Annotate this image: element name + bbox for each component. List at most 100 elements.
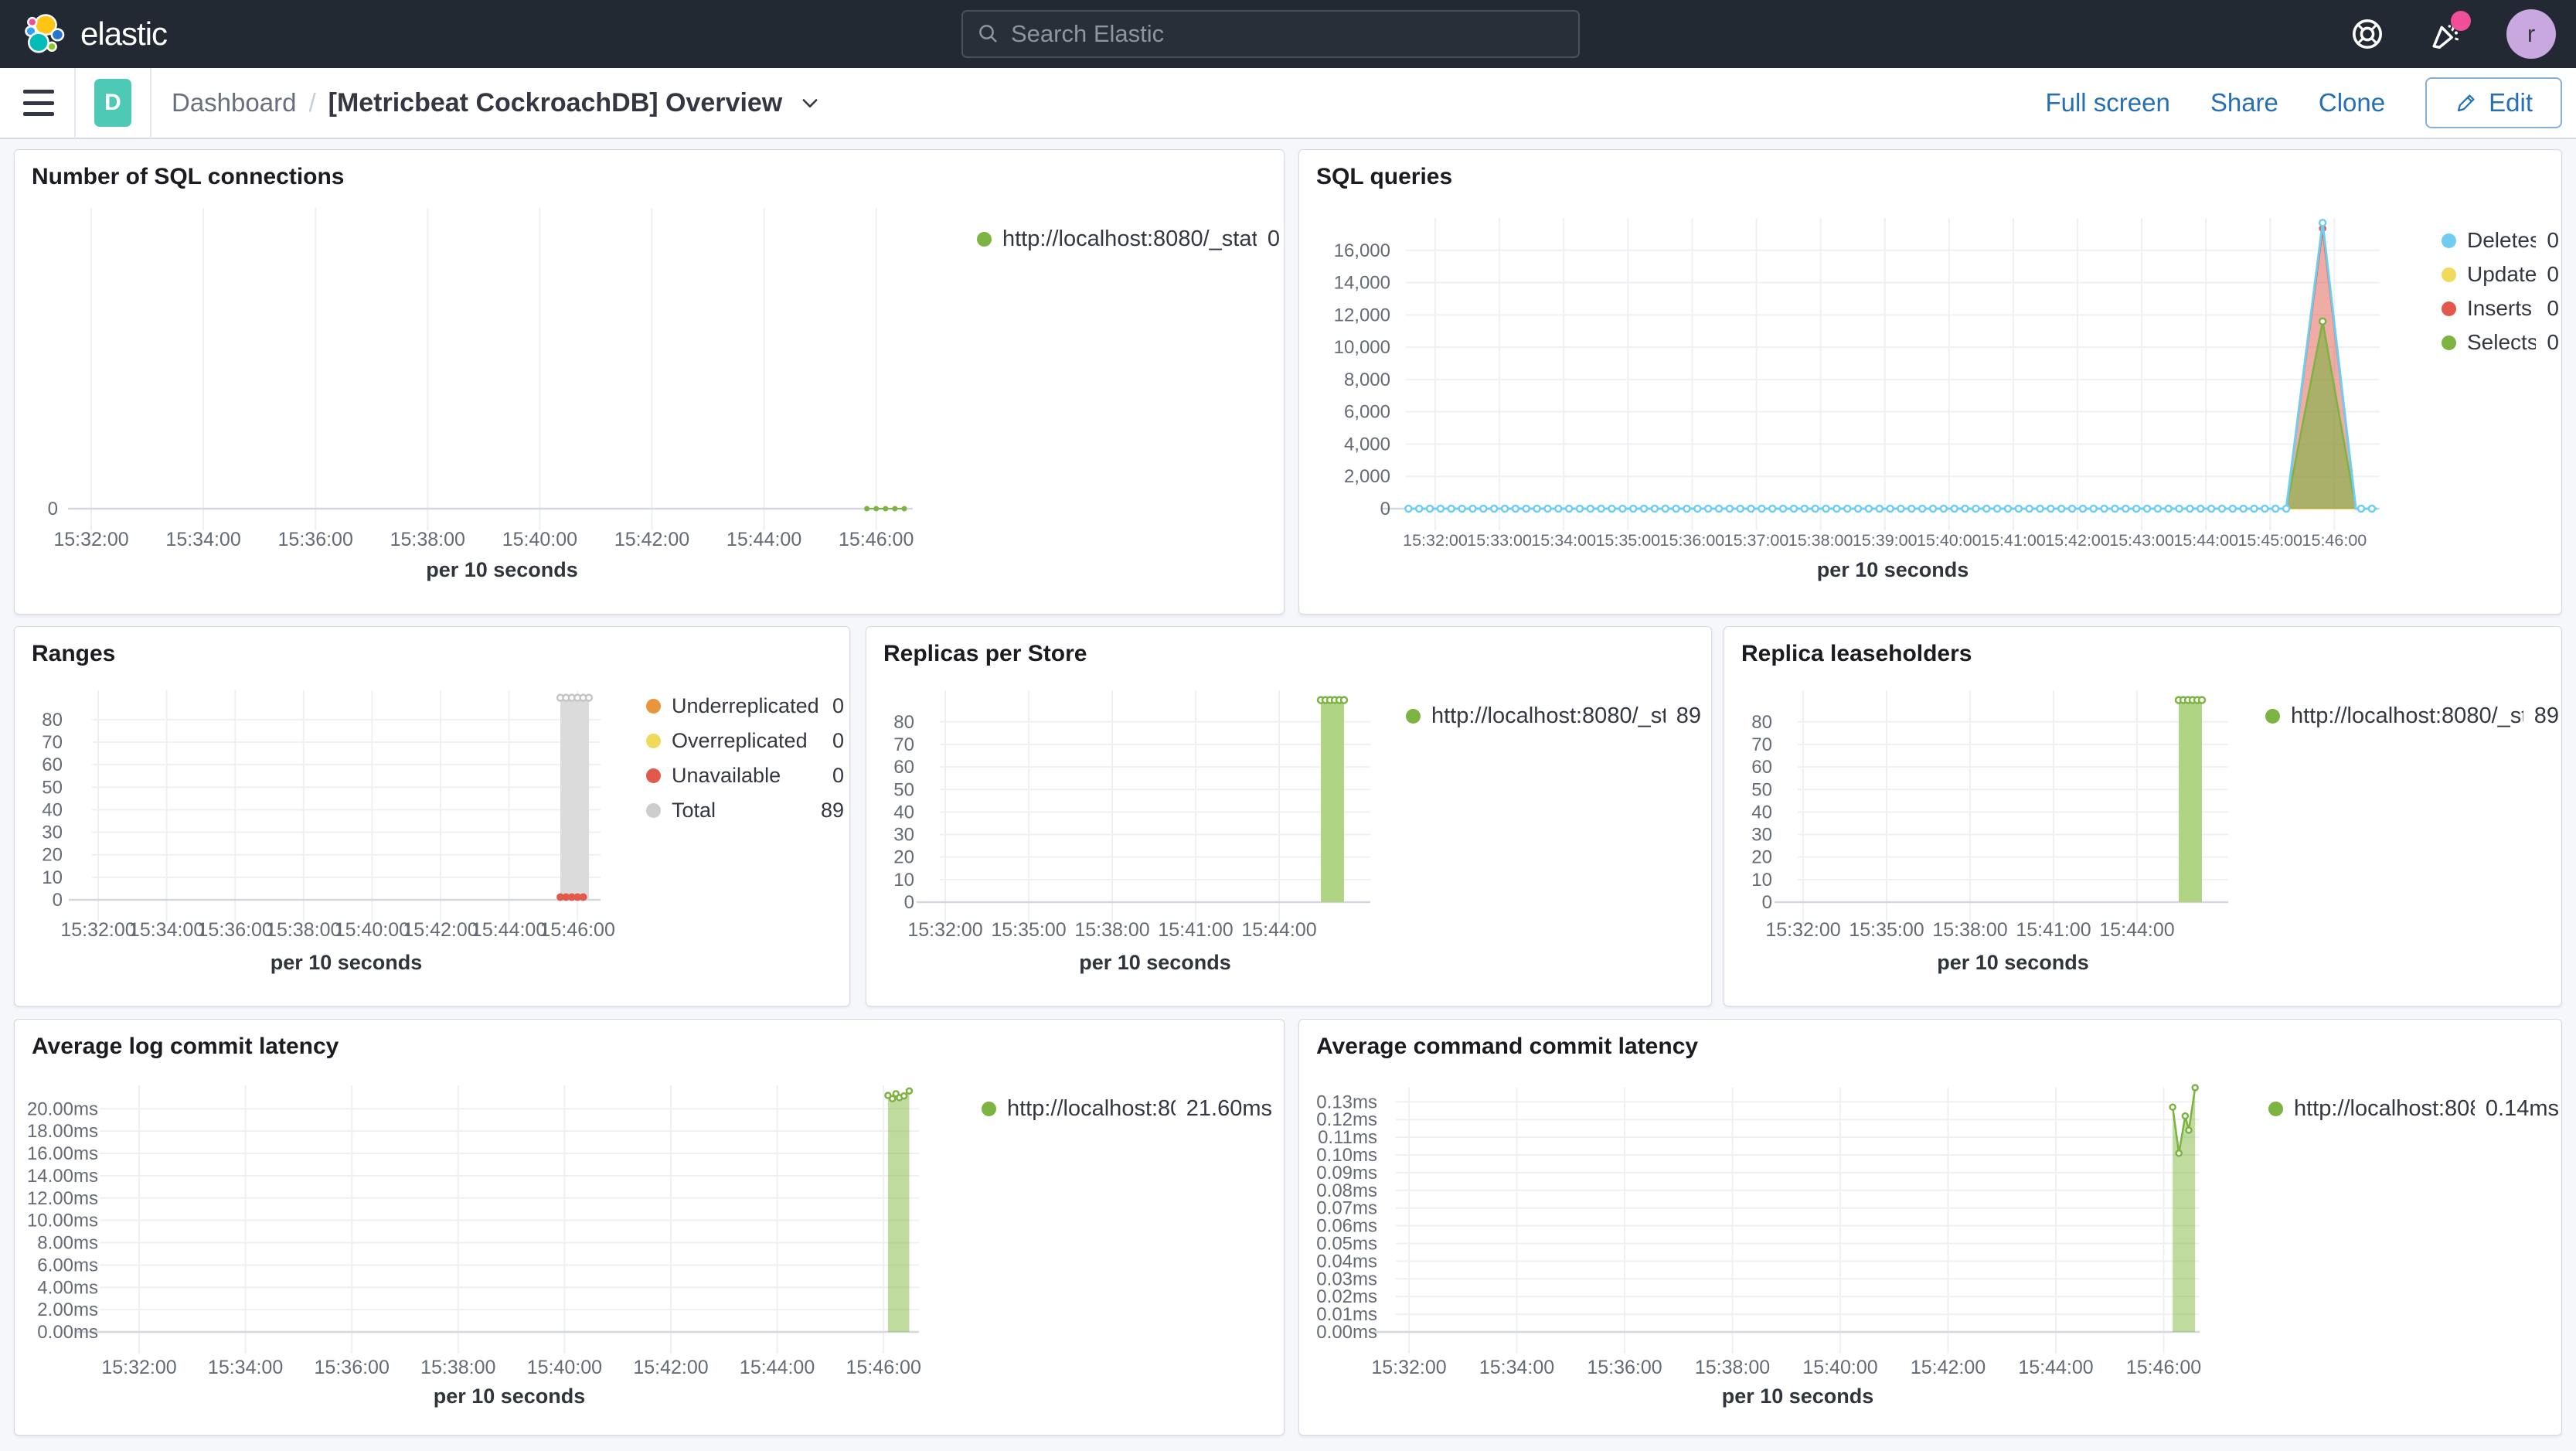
svg-text:0.00ms: 0.00ms xyxy=(37,1322,98,1343)
legend-item[interactable]: Total 89 xyxy=(646,793,844,828)
help-icon[interactable] xyxy=(2349,15,2386,53)
svg-text:0.02ms: 0.02ms xyxy=(1316,1286,1377,1307)
svg-text:0.08ms: 0.08ms xyxy=(1316,1180,1377,1201)
chart-replicas-per-store[interactable]: 80 70 60 50 40 30 20 10 0 15:32:00 15:35:00 15:38:0… xyxy=(866,627,1711,1006)
chart-replica-leaseholders[interactable]: 80 70 60 50 40 30 20 10 0 15:32:00 15:35:00 15:38:0… xyxy=(1724,627,2561,1006)
svg-text:50: 50 xyxy=(893,779,914,800)
chart-number-of-sql-connections[interactable]: 0 15:32:00 15:34:00 15:36:00 15:38:00 15:40:0… xyxy=(15,150,1284,614)
legend-item[interactable]: Underreplicated 0 xyxy=(646,689,844,724)
svg-text:15:36:00: 15:36:00 xyxy=(1660,531,1725,550)
legend-series-label: Total xyxy=(672,799,716,822)
dashboard-app-badge[interactable]: D xyxy=(94,79,131,127)
svg-text:15:40:00: 15:40:00 xyxy=(1917,531,1982,550)
legend-series-label: http://localhost:8080/_stat... xyxy=(1002,226,1257,251)
svg-text:70: 70 xyxy=(893,734,914,755)
svg-text:20: 20 xyxy=(893,847,914,868)
svg-text:12.00ms: 12.00ms xyxy=(27,1188,98,1209)
svg-text:0.09ms: 0.09ms xyxy=(1316,1163,1377,1184)
legend-series-value: 0.14ms xyxy=(2485,1095,2559,1121)
legend-series-value: 0 xyxy=(832,764,844,787)
panel-average-command-commit-latency: 0.13ms 0.12ms 0.11ms 0.10ms 0.09ms 0.08ms 0.07… xyxy=(1298,1019,2562,1436)
svg-text:50: 50 xyxy=(1751,779,1772,800)
breadcrumb-dashboard[interactable]: Dashboard xyxy=(172,88,297,117)
panel-sql-queries: 16,000 14,000 12,000 10,000 8,000 6,000 4,000 2… xyxy=(1298,149,2562,615)
pencil-icon xyxy=(2458,94,2475,112)
svg-text:15:42:00: 15:42:00 xyxy=(2045,531,2110,550)
svg-text:15:35:00: 15:35:00 xyxy=(1595,531,1660,550)
svg-text:0.07ms: 0.07ms xyxy=(1316,1198,1377,1219)
full-screen-button[interactable]: Full screen xyxy=(2045,88,2170,117)
panel-replicas-per-store: 80 70 60 50 40 30 20 10 0 15:32:00 15:35:00 15:38:0… xyxy=(866,626,1712,1007)
search-input[interactable] xyxy=(1011,20,1564,48)
svg-text:8.00ms: 8.00ms xyxy=(37,1233,98,1254)
legend: http://localhost:8080/_sta... 89 xyxy=(1406,699,1701,733)
legend-item[interactable]: http://localhost:8080/_sta... 89 xyxy=(1406,699,1701,733)
news-icon[interactable] xyxy=(2428,11,2471,53)
svg-text:8,000: 8,000 xyxy=(1344,370,1390,390)
svg-text:4.00ms: 4.00ms xyxy=(37,1277,98,1298)
svg-text:60: 60 xyxy=(893,757,914,778)
svg-text:0: 0 xyxy=(48,499,58,519)
svg-text:0: 0 xyxy=(53,890,63,911)
svg-text:15:44:00: 15:44:00 xyxy=(471,919,546,941)
legend-item[interactable]: http://localhost:8080/_sta... 89 xyxy=(2265,699,2559,733)
legend-series-label: http://localhost:8080/_sta... xyxy=(2291,703,2523,728)
svg-text:15:32:00: 15:32:00 xyxy=(101,1357,176,1378)
legend-item[interactable]: Deletes 0 xyxy=(2442,223,2559,257)
svg-text:0: 0 xyxy=(904,892,914,913)
user-avatar[interactable]: r xyxy=(2506,9,2556,59)
svg-text:18.00ms: 18.00ms xyxy=(27,1121,98,1142)
legend-item[interactable]: http://localhost:8080/_stat... 0 xyxy=(977,222,1280,256)
menu-icon[interactable] xyxy=(23,90,54,116)
legend-series-dot xyxy=(646,734,661,748)
svg-text:2,000: 2,000 xyxy=(1344,466,1390,487)
svg-text:15:32:00: 15:32:00 xyxy=(907,919,982,941)
svg-text:15:45:00: 15:45:00 xyxy=(2237,531,2302,550)
legend-series-dot xyxy=(977,231,992,247)
legend-item[interactable]: Overreplicated 0 xyxy=(646,724,844,758)
chart-sql-queries[interactable]: 16,000 14,000 12,000 10,000 8,000 6,000 4,000 2… xyxy=(1299,150,2561,614)
svg-text:15:36:00: 15:36:00 xyxy=(278,529,353,550)
svg-text:15:32:00: 15:32:00 xyxy=(1371,1357,1446,1378)
svg-text:15:40:00: 15:40:00 xyxy=(1802,1357,1877,1378)
chart-average-log-commit-latency[interactable]: 20.00ms 18.00ms 16.00ms 14.00ms 12.00ms 10.00… xyxy=(15,1020,1284,1435)
chart-average-command-commit-latency[interactable]: 0.13ms 0.12ms 0.11ms 0.10ms 0.09ms 0.08ms 0.07… xyxy=(1299,1020,2561,1435)
legend-series-value: 0 xyxy=(2547,228,2559,252)
svg-text:10: 10 xyxy=(1751,870,1772,891)
svg-text:15:34:00: 15:34:00 xyxy=(1531,531,1596,550)
legend-item[interactable]: http://localhost:8080... 0.14ms xyxy=(2268,1092,2559,1126)
svg-text:15:34:00: 15:34:00 xyxy=(129,919,204,941)
legend-series-label: Unavailable xyxy=(672,764,781,787)
legend-item[interactable]: Updates 0 xyxy=(2442,257,2559,291)
svg-text:0.04ms: 0.04ms xyxy=(1316,1251,1377,1272)
chart-ranges[interactable]: 80 70 60 50 40 30 20 10 0 15:32:00 15:34:00 15:36:0… xyxy=(15,627,849,1006)
legend-item[interactable]: Unavailable 0 xyxy=(646,758,844,793)
panel-title: Replicas per Store xyxy=(883,641,1087,666)
legend-series-value: 0 xyxy=(832,729,844,752)
svg-text:15:34:00: 15:34:00 xyxy=(1479,1357,1554,1378)
svg-text:15:44:00: 15:44:00 xyxy=(727,529,801,550)
svg-text:80: 80 xyxy=(42,710,63,731)
clone-button[interactable]: Clone xyxy=(2318,88,2386,117)
dashboard-grid: 0 15:32:00 15:34:00 15:36:00 15:38:00 15:40:0… xyxy=(0,139,2576,1451)
svg-text:15:33:00: 15:33:00 xyxy=(1467,531,1532,550)
legend-series-label: http://localhost:808... xyxy=(1007,1095,1176,1121)
edit-button[interactable]: Edit xyxy=(2425,77,2562,128)
svg-text:15:35:00: 15:35:00 xyxy=(991,919,1066,941)
legend-item[interactable]: Inserts 0 xyxy=(2442,291,2559,325)
breadcrumb: Dashboard / [Metricbeat CockroachDB] Ove… xyxy=(172,88,821,118)
legend-item[interactable]: Selects 0 xyxy=(2442,325,2559,359)
svg-text:15:36:00: 15:36:00 xyxy=(315,1357,390,1378)
legend-series-value: 0 xyxy=(2547,330,2559,354)
svg-text:per 10 seconds: per 10 seconds xyxy=(1937,951,2089,974)
elastic-logo[interactable]: elastic xyxy=(23,0,168,68)
global-search[interactable] xyxy=(961,10,1580,58)
svg-text:15:42:00: 15:42:00 xyxy=(1911,1357,1986,1378)
global-header: elastic xyxy=(0,0,2576,68)
share-button[interactable]: Share xyxy=(2210,88,2278,117)
legend-item[interactable]: http://localhost:808... 21.60ms xyxy=(982,1092,1272,1126)
svg-text:40: 40 xyxy=(893,802,914,823)
svg-text:15:34:00: 15:34:00 xyxy=(165,529,240,550)
legend-series-dot xyxy=(2442,335,2456,350)
chevron-down-icon[interactable] xyxy=(799,92,821,114)
